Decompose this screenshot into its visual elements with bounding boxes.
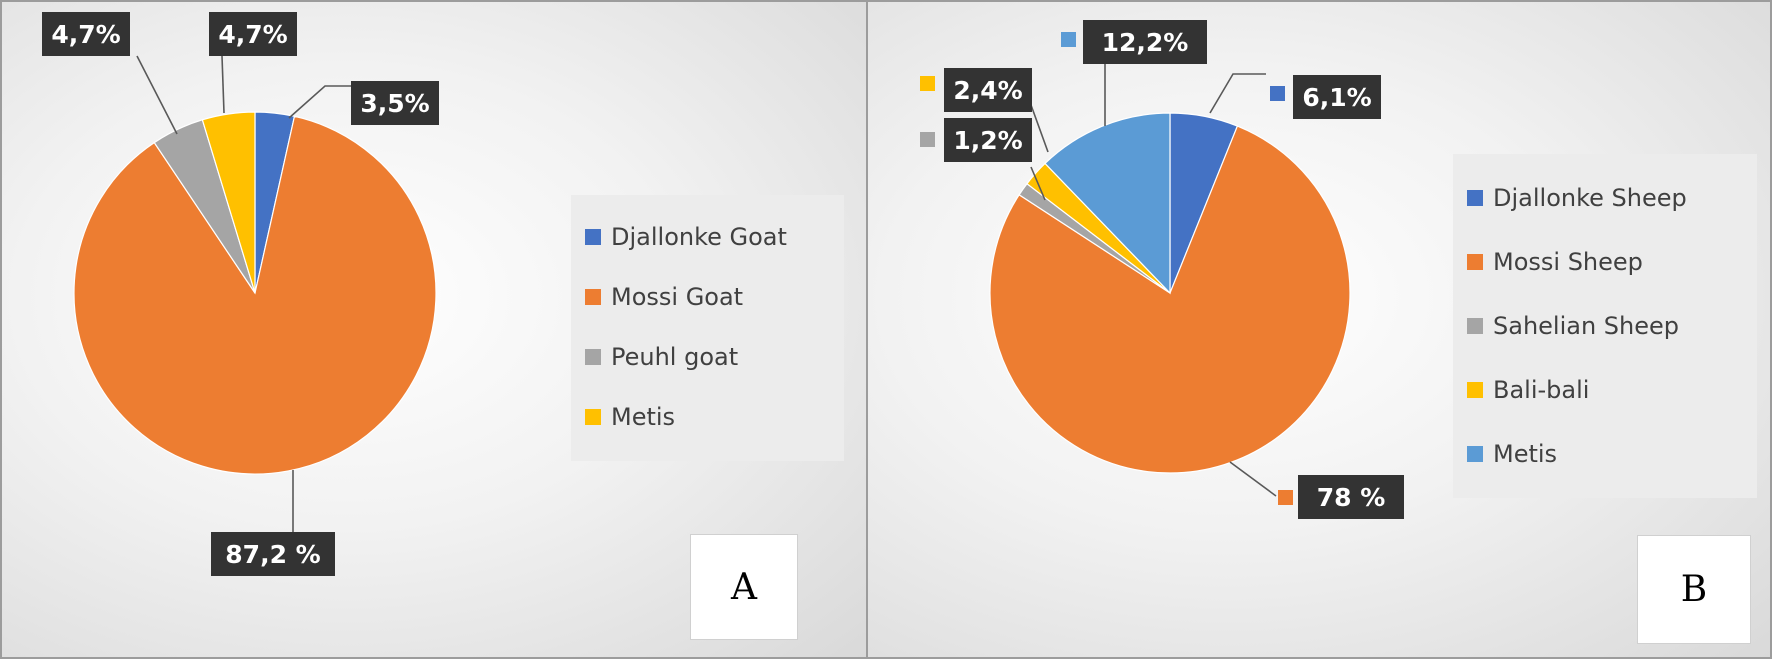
data-label: 78 %: [1317, 483, 1386, 512]
legend-b: Djallonke Sheep Mossi Sheep Sahelian She…: [1453, 154, 1757, 498]
legend-label: Peuhl goat: [611, 343, 739, 371]
leader-line: [1209, 73, 1266, 114]
data-label-box: [1293, 75, 1381, 119]
data-label-swatch: [1278, 490, 1293, 505]
pie-slice: [989, 125, 1351, 474]
leader-line: [1030, 166, 1046, 201]
legend-label: Mossi Goat: [611, 283, 744, 311]
data-label-box: [944, 118, 1032, 162]
leader-line: [221, 55, 225, 114]
data-label-box: [211, 532, 335, 576]
legend-item: Bali-bali: [1467, 358, 1743, 422]
legend-item: Metis: [1467, 422, 1743, 486]
data-label-box: [1083, 20, 1207, 64]
data-label: 4,7%: [51, 20, 120, 49]
data-label-box: [1298, 475, 1404, 519]
legend-label: Bali-bali: [1493, 376, 1590, 404]
data-label-box: [351, 81, 439, 125]
legend-label: Djallonke Goat: [611, 223, 787, 251]
legend-label: Metis: [1493, 440, 1558, 468]
legend-swatch: [1467, 446, 1483, 462]
data-label: 4,7%: [218, 20, 287, 49]
pie-slice: [201, 111, 256, 294]
chart-panel-b: 6,1% 78 % 1,2% 2,4% 12,2% Djallonke Sheep Mo…: [866, 0, 1772, 659]
data-label: 87,2 %: [225, 540, 320, 569]
leader-line: [1030, 104, 1049, 153]
data-label-box: [944, 68, 1032, 112]
pie-chart-a: 3,5% 87,2 % 4,7% 4,7%: [42, 12, 439, 576]
data-label-swatch: [1270, 86, 1285, 101]
pie-slice: [1044, 112, 1171, 295]
legend-label: Djallonke Sheep: [1493, 184, 1687, 212]
legend-item: Mossi Sheep: [1467, 230, 1743, 294]
legend-item: Djallonke Sheep: [1467, 166, 1743, 230]
data-label-swatch: [1061, 32, 1076, 47]
data-label: 12,2%: [1102, 28, 1189, 57]
legend-item: Peuhl goat: [585, 327, 830, 387]
legend-label: Metis: [611, 403, 676, 431]
legend-swatch: [585, 229, 601, 245]
data-label: 2,4%: [953, 76, 1022, 105]
legend-label: Sahelian Sheep: [1493, 312, 1680, 340]
legend-a: Djallonke Goat Mossi Goat Peuhl goat Met…: [571, 195, 844, 461]
leader-line: [288, 85, 351, 119]
legend-item: Mossi Goat: [585, 267, 830, 327]
data-label-box: [209, 12, 297, 56]
data-label: 6,1%: [1302, 83, 1371, 112]
legend-swatch: [1467, 318, 1483, 334]
data-label-box: [42, 12, 130, 56]
chart-panel-a: 3,5% 87,2 % 4,7% 4,7% Djallonke Goat Mossi …: [0, 0, 868, 659]
pie-chart-b: 6,1% 78 % 1,2% 2,4% 12,2%: [920, 20, 1404, 519]
data-label-swatch: [920, 76, 935, 91]
legend-item: Metis: [585, 387, 830, 447]
pie-slice: [73, 115, 437, 475]
leader-line: [1229, 461, 1277, 497]
legend-swatch: [1467, 190, 1483, 206]
data-label-swatch: [920, 132, 935, 147]
panel-label-b: B: [1637, 535, 1751, 644]
legend-item: Sahelian Sheep: [1467, 294, 1743, 358]
legend-swatch: [585, 409, 601, 425]
leader-line: [136, 55, 178, 135]
legend-swatch: [1467, 382, 1483, 398]
legend-item: Djallonke Goat: [585, 207, 830, 267]
legend-swatch: [585, 289, 601, 305]
data-label: 3,5%: [360, 89, 429, 118]
legend-swatch: [585, 349, 601, 365]
data-label: 1,2%: [953, 126, 1022, 155]
legend-label: Mossi Sheep: [1493, 248, 1643, 276]
legend-swatch: [1467, 254, 1483, 270]
panel-label-a: A: [690, 534, 798, 640]
